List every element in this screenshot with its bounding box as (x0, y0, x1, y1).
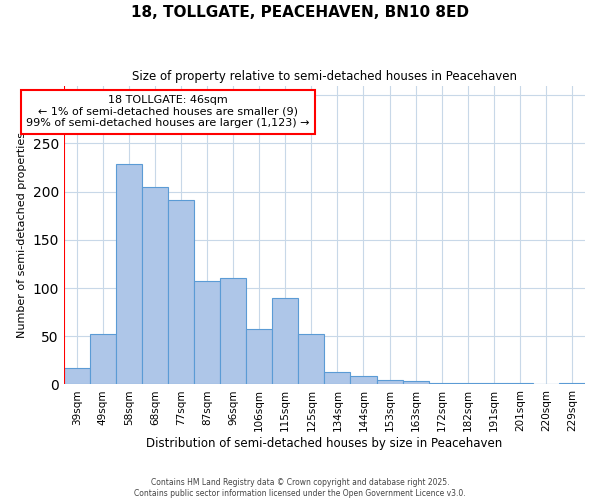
Bar (350, 376, 377, 384)
X-axis label: Distribution of semi-detached houses by size in Peacehaven: Distribution of semi-detached houses by … (146, 437, 503, 450)
Bar (90, 334, 116, 384)
Bar (272, 298, 298, 384)
Text: Contains HM Land Registry data © Crown copyright and database right 2025.
Contai: Contains HM Land Registry data © Crown c… (134, 478, 466, 498)
Text: 18 TOLLGATE: 46sqm
← 1% of semi-detached houses are smaller (9)
99% of semi-deta: 18 TOLLGATE: 46sqm ← 1% of semi-detached… (26, 95, 310, 128)
Bar (168, 200, 194, 384)
Bar (403, 380, 428, 384)
Title: Size of property relative to semi-detached houses in Peacehaven: Size of property relative to semi-detach… (132, 70, 517, 83)
Bar (298, 334, 325, 384)
Bar (142, 187, 168, 384)
Bar (64, 368, 90, 384)
Bar (194, 282, 220, 385)
Y-axis label: Number of semi-detached properties: Number of semi-detached properties (17, 132, 27, 338)
Text: 18, TOLLGATE, PEACEHAVEN, BN10 8ED: 18, TOLLGATE, PEACEHAVEN, BN10 8ED (131, 5, 469, 20)
Bar (559, 382, 585, 384)
Bar (377, 380, 403, 384)
Bar (116, 164, 142, 384)
Bar (220, 278, 246, 384)
Bar (325, 372, 350, 384)
Bar (428, 382, 455, 384)
Bar (246, 328, 272, 384)
